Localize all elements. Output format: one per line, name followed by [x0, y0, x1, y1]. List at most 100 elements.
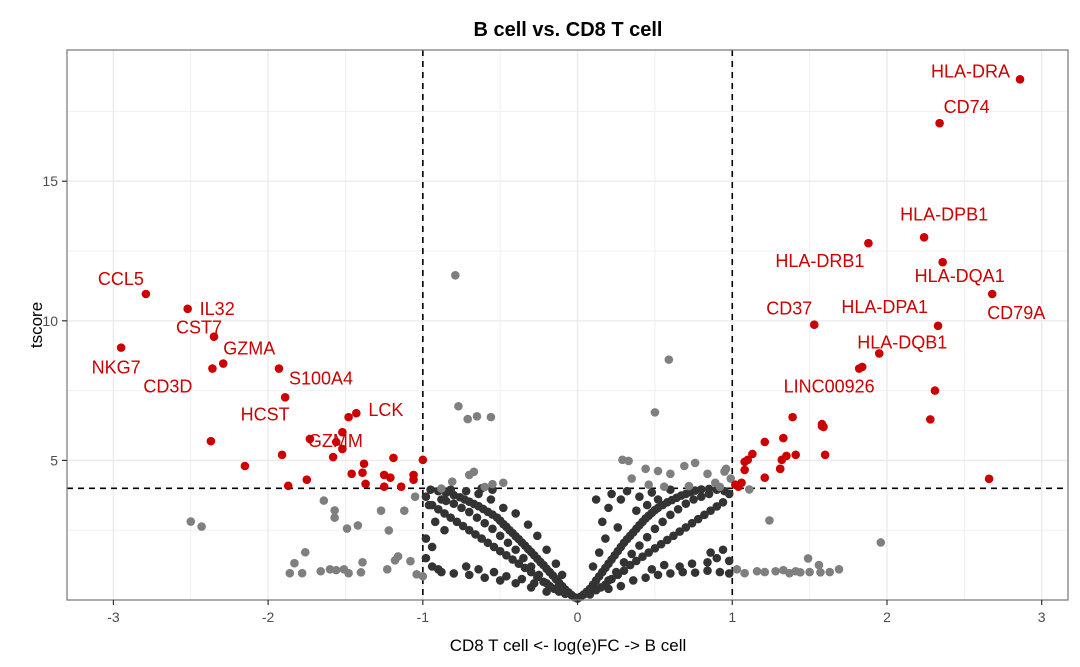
- point-not-significant: [437, 495, 446, 504]
- gene-label-cst7: CST7: [176, 318, 222, 338]
- point-not-significant: [480, 518, 490, 528]
- point-partial: [418, 571, 428, 581]
- point-partial: [330, 513, 339, 522]
- point-not-significant: [613, 523, 623, 532]
- point-significant: [984, 474, 994, 484]
- point-not-significant: [427, 542, 437, 552]
- gene-label-hla-dra: HLA-DRA: [931, 61, 1010, 81]
- point-partial: [803, 554, 813, 563]
- point-significant: [817, 421, 827, 431]
- point-partial: [666, 469, 675, 479]
- point-not-significant: [464, 507, 474, 517]
- gene-label-nkg7: NKG7: [92, 358, 141, 378]
- point-not-significant: [517, 574, 527, 584]
- point-not-significant: [495, 576, 505, 585]
- point-not-significant: [551, 559, 561, 569]
- threshold-lines: [67, 50, 1068, 600]
- point-significant: [338, 427, 347, 437]
- point-significant: [788, 412, 797, 422]
- point-not-significant: [457, 503, 466, 513]
- point-significant: [418, 455, 428, 465]
- point-partial: [297, 568, 307, 578]
- point-not-significant: [495, 531, 505, 541]
- point-hla-dra: [1015, 75, 1025, 84]
- point-significant: [791, 450, 801, 460]
- point-not-significant: [662, 535, 672, 545]
- point-not-significant: [622, 486, 632, 496]
- point-partial: [447, 477, 457, 486]
- point-not-significant: [704, 489, 714, 499]
- point-not-significant: [642, 532, 652, 542]
- point-partial: [703, 469, 712, 479]
- point-gzma: [218, 359, 228, 368]
- point-not-significant: [471, 530, 480, 539]
- point-not-significant: [480, 573, 490, 582]
- point-not-significant: [424, 500, 434, 510]
- point-partial: [393, 552, 403, 561]
- point-not-significant: [452, 517, 462, 527]
- point-partial: [285, 568, 295, 578]
- x-tick-label: -3: [107, 609, 120, 625]
- point-partial: [469, 467, 479, 477]
- point-lck: [352, 408, 361, 418]
- point-not-significant: [675, 562, 684, 571]
- point-partial: [319, 496, 329, 505]
- point-partial: [664, 355, 674, 364]
- point-not-significant: [588, 562, 598, 571]
- point-not-significant: [421, 492, 431, 502]
- point-partial: [816, 568, 825, 577]
- gene-labels: HLA-DRA CD74 HLA-DPB1 HLA-DRB1 HLA-DQA1 CD79A…: [92, 61, 1046, 451]
- point-significant: [731, 480, 740, 489]
- point-significant: [743, 455, 753, 465]
- x-tick-label: 2: [883, 609, 891, 625]
- point-not-significant: [604, 584, 613, 594]
- gene-label-gzmm: GZMM: [308, 431, 363, 451]
- point-cd3d: [208, 364, 217, 373]
- point-not-significant: [529, 578, 539, 588]
- point-significant: [344, 412, 353, 422]
- point-not-significant: [715, 567, 725, 577]
- point-not-significant: [511, 509, 520, 518]
- point-significant: [338, 444, 347, 454]
- gene-label-hla-drb1: HLA-DRB1: [775, 251, 864, 271]
- point-not-significant: [458, 521, 468, 531]
- point-partial: [876, 538, 886, 547]
- point-not-significant: [585, 590, 595, 599]
- point-not-significant: [604, 503, 613, 513]
- point-significant: [930, 386, 940, 395]
- point-not-significant: [508, 555, 517, 564]
- gene-label-s100a4: S100A4: [289, 369, 353, 389]
- point-not-significant: [461, 562, 471, 571]
- point-not-significant: [653, 570, 663, 580]
- y-tick-label: 10: [42, 313, 58, 329]
- point-significant: [240, 461, 250, 471]
- point-partial: [454, 401, 463, 411]
- point-partial: [641, 464, 650, 474]
- point-partial: [316, 566, 326, 576]
- point-cd37: [809, 320, 819, 330]
- point-hla-dqb1: [874, 349, 884, 358]
- point-partial: [624, 456, 633, 466]
- point-not-significant: [449, 569, 459, 578]
- point-not-significant: [437, 567, 446, 577]
- point-not-significant: [611, 567, 621, 577]
- point-not-significant: [427, 562, 437, 571]
- point-not-significant: [673, 504, 683, 514]
- point-partial: [384, 526, 394, 535]
- point-not-significant: [690, 568, 700, 577]
- point-partial: [690, 458, 700, 468]
- point-not-significant: [472, 513, 482, 522]
- point-il32: [183, 304, 192, 314]
- point-partial: [186, 517, 196, 526]
- point-not-significant: [598, 517, 607, 527]
- point-hla-drb1: [864, 238, 873, 248]
- point-partial: [472, 411, 482, 421]
- point-not-significant: [703, 558, 712, 567]
- point-partial: [726, 474, 736, 483]
- point-not-significant: [446, 485, 455, 495]
- point-not-significant: [693, 514, 703, 524]
- point-partial: [290, 558, 299, 568]
- chart-title: B cell vs. CD8 T cell: [474, 19, 663, 41]
- point-partial: [197, 522, 206, 531]
- point-not-significant: [519, 553, 528, 563]
